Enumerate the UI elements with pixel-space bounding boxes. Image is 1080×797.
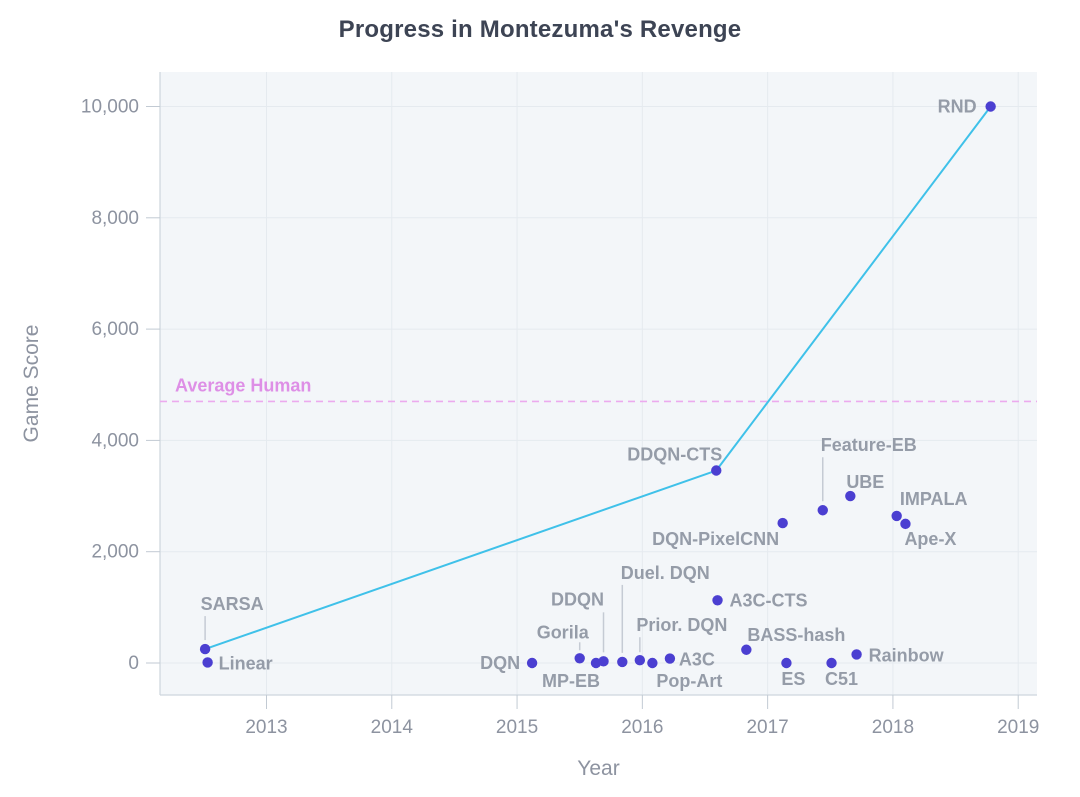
x-axis-title: Year — [577, 757, 619, 780]
point-label: Rainbow — [869, 645, 945, 665]
point-label: IMPALA — [900, 489, 968, 509]
x-tick-label: 2015 — [496, 717, 538, 738]
data-point — [891, 510, 902, 522]
data-point — [574, 653, 585, 664]
data-point — [664, 653, 676, 664]
data-point — [598, 656, 609, 667]
data-point — [851, 649, 862, 660]
point-label: C51 — [825, 669, 858, 689]
point-label: DDQN-CTS — [627, 445, 722, 465]
data-point — [741, 644, 752, 655]
y-axis-title: Game Score — [20, 325, 43, 443]
x-tick-label: 2018 — [872, 717, 914, 738]
data-point — [900, 518, 911, 530]
data-point — [781, 657, 792, 669]
x-tick-label: 2013 — [245, 717, 287, 738]
point-label: DQN — [480, 653, 520, 673]
data-point — [202, 657, 213, 668]
y-tick-label: 0 — [128, 653, 139, 674]
x-tick-label: 2014 — [371, 717, 414, 738]
y-tick-label: 6,000 — [91, 319, 139, 340]
point-label: Pop-Art — [656, 671, 722, 691]
point-label: BASS-hash — [747, 625, 845, 645]
data-point — [845, 490, 856, 502]
point-label: Feature-EB — [821, 435, 917, 455]
x-tick-label: 2017 — [746, 717, 788, 738]
y-tick-label: 2,000 — [91, 542, 139, 563]
data-point — [985, 101, 996, 112]
point-label: Gorila — [537, 622, 590, 642]
data-point — [634, 655, 646, 666]
point-label: Prior. DQN — [636, 615, 727, 635]
y-tick-label: 4,000 — [91, 430, 139, 451]
point-label: MP-EB — [542, 671, 600, 691]
data-point — [199, 643, 211, 655]
chart-title: Progress in Montezuma's Revenge — [338, 16, 742, 43]
y-tick-label: 10,000 — [81, 97, 139, 118]
point-label: Duel. DQN — [621, 563, 710, 583]
data-point — [826, 657, 837, 669]
point-label: DDQN — [551, 589, 604, 609]
data-point — [526, 657, 538, 669]
point-label: DQN-PixelCNN — [652, 529, 779, 549]
y-tick-label: 8,000 — [91, 208, 139, 229]
point-label: SARSA — [201, 594, 264, 614]
point-label: ES — [781, 669, 805, 689]
point-label: A3C — [679, 650, 715, 670]
point-label: UBE — [846, 472, 884, 492]
point-label: Linear — [219, 653, 273, 673]
average-human-label: Average Human — [175, 375, 311, 395]
x-tick-label: 2016 — [621, 717, 663, 738]
point-label: Ape-X — [904, 529, 956, 549]
data-point — [817, 505, 828, 516]
point-label: A3C-CTS — [730, 590, 808, 610]
data-point — [711, 465, 722, 476]
data-point — [647, 657, 658, 669]
x-tick-label: 2019 — [997, 717, 1039, 738]
data-point — [777, 517, 788, 529]
data-point — [617, 656, 628, 668]
plot-area — [160, 72, 1037, 695]
point-label: RND — [938, 97, 977, 117]
data-point — [712, 595, 723, 606]
